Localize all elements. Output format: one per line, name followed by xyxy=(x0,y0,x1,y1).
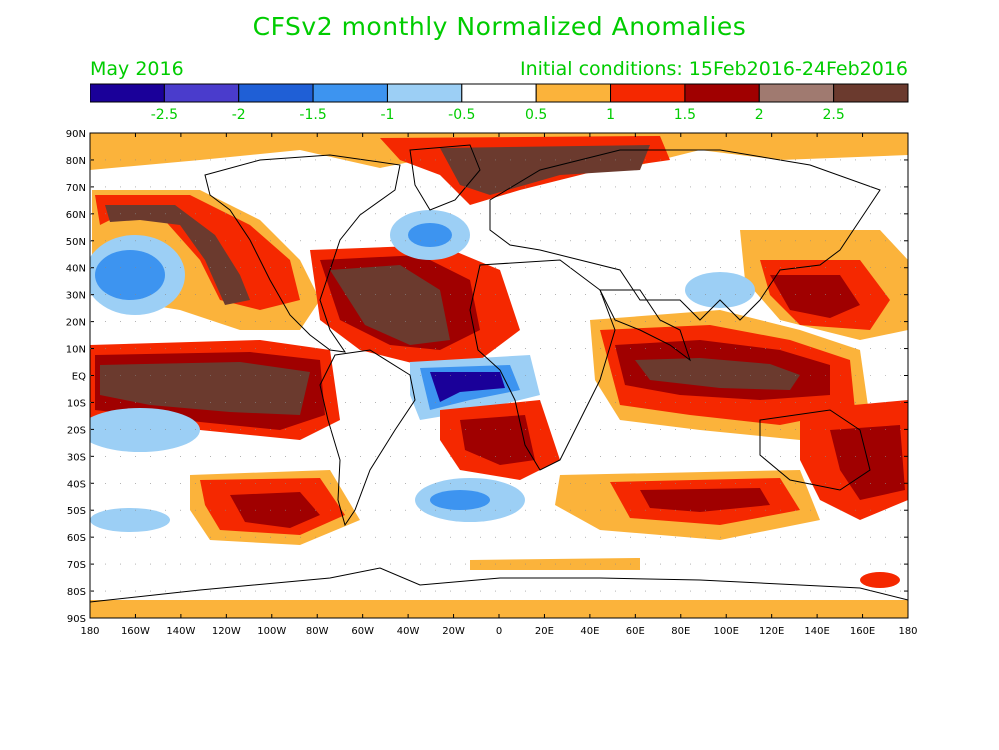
longitude-label: 80E xyxy=(671,626,690,637)
longitude-label: 140E xyxy=(804,626,829,637)
latitude-label: EQ xyxy=(72,372,86,383)
longitude-label: 0 xyxy=(496,626,502,637)
longitude-label: 20W xyxy=(442,626,465,637)
legend-label: 2 xyxy=(755,107,764,123)
color-legend: -2.5 -2 -1.5 -1 -0.5 0.5 1 1.5 2 2.5 xyxy=(90,83,909,123)
latitude-label: 20S xyxy=(67,425,86,436)
longitude-label: 100E xyxy=(714,626,739,637)
longitude-label: 20E xyxy=(535,626,554,637)
latitude-label: 90S xyxy=(67,614,86,625)
legend-label: -1.5 xyxy=(299,107,326,123)
initial-conditions-label: Initial conditions: 15Feb2016-24Feb2016 xyxy=(520,58,908,80)
legend-label: 2.5 xyxy=(823,107,845,123)
longitude-label: 40W xyxy=(397,626,420,637)
legend-label: -2.5 xyxy=(151,107,178,123)
legend-label: -2 xyxy=(232,107,246,123)
longitude-label: 60E xyxy=(626,626,645,637)
latitude-label: 30S xyxy=(67,452,86,463)
latitude-label: 50N xyxy=(66,237,86,248)
longitude-label: 180 xyxy=(80,626,99,637)
axis-labels: 90N 80N 70N 60N 50N 40N 30N 20N 10N EQ 10S 20S 30S 40… xyxy=(66,129,918,637)
latitude-label: 40N xyxy=(66,264,86,275)
legend-label: 1.5 xyxy=(674,107,696,123)
legend-label: -1 xyxy=(380,107,394,123)
legend-swatch xyxy=(833,83,909,103)
latitude-label: 70S xyxy=(67,560,86,571)
longitude-label: 80W xyxy=(306,626,329,637)
longitude-label: 160E xyxy=(850,626,875,637)
latitude-label: 80S xyxy=(67,587,86,598)
latitude-label: 10S xyxy=(67,398,86,409)
longitude-label: 160W xyxy=(121,626,150,637)
longitude-label: 100W xyxy=(257,626,286,637)
latitude-label: 30N xyxy=(66,291,86,302)
map-title: CFSv2 monthly Normalized Anomalies xyxy=(252,12,747,41)
longitude-label: 40E xyxy=(580,626,599,637)
legend-label: 0.5 xyxy=(525,107,547,123)
axis-ticks xyxy=(89,132,909,619)
longitude-label: 120W xyxy=(212,626,241,637)
forecast-month-label: May 2016 xyxy=(90,58,184,80)
latitude-label: 20N xyxy=(66,318,86,329)
latitude-label: 10N xyxy=(66,345,86,356)
latitude-label: 60N xyxy=(66,210,86,221)
longitude-label: 120E xyxy=(759,626,784,637)
longitude-label: 140W xyxy=(166,626,195,637)
longitude-label: 180 xyxy=(898,626,917,637)
legend-label: -0.5 xyxy=(448,107,475,123)
latitude-label: 40S xyxy=(67,479,86,490)
latitude-label: 60S xyxy=(67,533,86,544)
legend-label: 1 xyxy=(606,107,615,123)
coastlines xyxy=(89,144,909,603)
latitude-label: 80N xyxy=(66,156,86,167)
anomaly-field xyxy=(90,133,908,618)
latitude-label: 90N xyxy=(66,129,86,140)
longitude-label: 60W xyxy=(351,626,374,637)
latitude-label: 70N xyxy=(66,183,86,194)
latitude-label: 50S xyxy=(67,506,86,517)
